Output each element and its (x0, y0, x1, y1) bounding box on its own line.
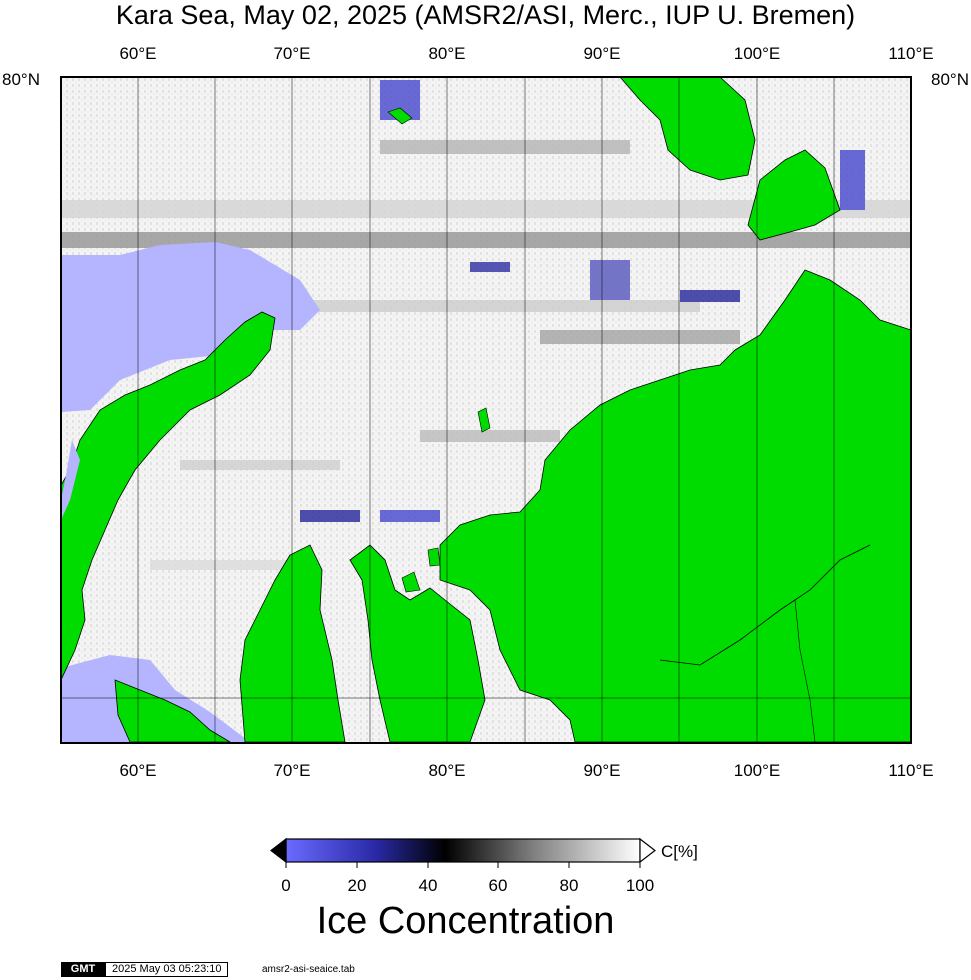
lon-label-bottom-90: 90°E (583, 761, 620, 780)
lat-label-right: 80°N (931, 70, 969, 89)
land-gydan (349, 544, 486, 743)
colorbar: 0 20 40 60 80 100 C[%] (270, 837, 698, 895)
map-title: Kara Sea, May 02, 2025 (AMSR2/ASI, Merc.… (115, 0, 856, 30)
map-area (61, 77, 911, 743)
open-water-barents (61, 242, 320, 412)
gmt-timestamp: 2025 May 03 05:23:10 (105, 962, 229, 977)
lon-label-top-110: 110°E (888, 44, 933, 63)
gmt-file-label: amsr2-asi-seaice.tab (262, 964, 355, 975)
colorbar-high-triangle (639, 837, 656, 864)
colorbar-tick-60: 60 (489, 876, 508, 895)
lon-label-bottom-100: 100°E (734, 761, 781, 780)
colorbar-tick-100: 100 (626, 876, 654, 895)
river-line-2 (794, 599, 816, 743)
land-severnaya-zemlya-south (747, 149, 841, 241)
colorbar-tick-0: 0 (281, 876, 290, 895)
lon-label-bottom-110: 110°E (888, 761, 933, 780)
gmt-logo: GMT (61, 962, 105, 977)
lon-label-top-90: 90°E (583, 44, 620, 63)
graticule (61, 77, 911, 743)
colorbar-tick-20: 20 (348, 876, 367, 895)
land-small-island-1 (387, 107, 413, 125)
water-strip-novaya-zemlya (61, 440, 80, 520)
colorbar-gradient (285, 838, 641, 863)
map-frame (60, 76, 912, 744)
lat-label-left: 80°N (2, 70, 40, 89)
colorbar-unit: C[%] (661, 842, 698, 861)
top-lon-labels: 60°E 70°E 80°E 90°E 100°E 110°E (119, 44, 933, 63)
land-novaya-zemlya (61, 311, 276, 681)
lon-label-top-80: 80°E (428, 44, 465, 63)
river-line (659, 544, 871, 666)
colorbar-title: Ice Concentration (316, 900, 615, 942)
lon-label-bottom-70: 70°E (273, 761, 310, 780)
colorbar-tick-80: 80 (560, 876, 579, 895)
lon-label-top-60: 60°E (119, 44, 156, 63)
colorbar-low-triangle (270, 837, 287, 864)
land-southwest-coast (114, 679, 232, 743)
colorbar-tick-40: 40 (419, 876, 438, 895)
lon-label-top-70: 70°E (273, 44, 310, 63)
ice-texture (61, 80, 911, 570)
land-small-island-4 (427, 547, 441, 567)
land-severnaya-zemlya-north (619, 77, 756, 181)
lon-label-top-100: 100°E (734, 44, 781, 63)
lon-label-bottom-80: 80°E (428, 761, 465, 780)
lon-label-bottom-60: 60°E (119, 761, 156, 780)
land-small-island-2 (477, 407, 491, 433)
land-small-island-3 (401, 571, 421, 593)
bottom-lon-labels: 60°E 70°E 80°E 90°E 100°E 110°E (119, 761, 933, 780)
